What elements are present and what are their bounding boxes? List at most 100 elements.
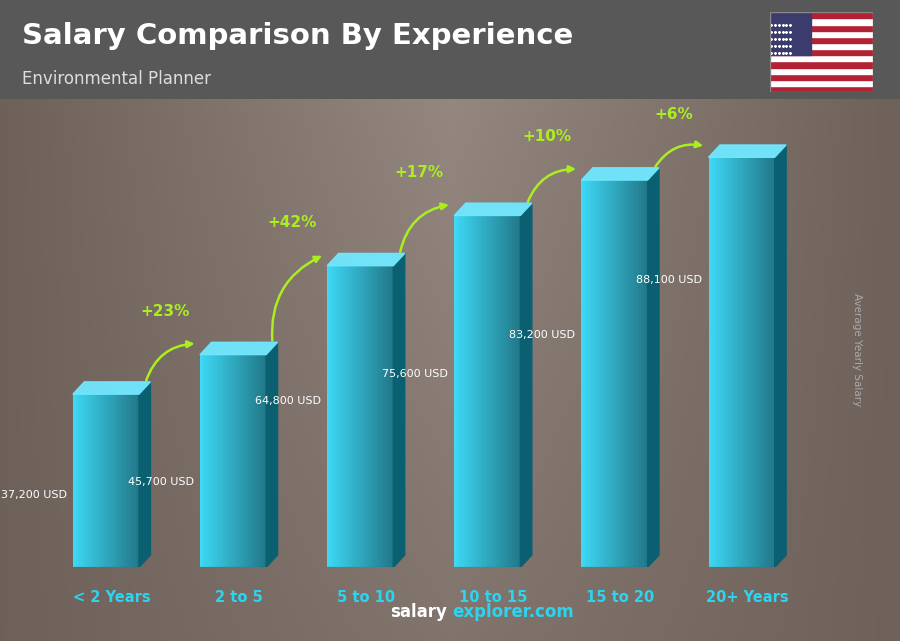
Bar [722,157,724,567]
Bar [770,37,873,43]
Bar [134,394,136,567]
Bar [456,215,458,567]
Bar [385,266,387,567]
Bar [116,394,118,567]
Bar [714,157,716,567]
Bar [611,180,613,567]
Bar [734,157,735,567]
Bar [85,394,86,567]
Bar [332,266,334,567]
Bar [255,354,256,567]
Bar [459,215,461,567]
Bar [740,157,742,567]
Bar [644,180,646,567]
Bar [757,157,759,567]
FancyArrowPatch shape [655,142,700,167]
Bar [245,354,247,567]
Bar [643,180,644,567]
Bar [122,394,124,567]
Bar [354,266,356,567]
Bar [710,157,712,567]
Bar [502,215,504,567]
Bar [104,394,106,567]
Bar [75,394,76,567]
Bar [770,55,873,62]
Bar [233,354,235,567]
Bar [518,215,519,567]
Bar [235,354,237,567]
Bar [770,62,873,68]
Bar [637,180,640,567]
Bar [504,215,506,567]
Text: 64,800 USD: 64,800 USD [255,396,320,406]
Bar [365,266,367,567]
Text: +6%: +6% [654,106,693,122]
Bar [336,266,338,567]
Bar [755,157,757,567]
Bar [770,74,873,80]
Bar [727,157,729,567]
Bar [392,266,393,567]
Bar [718,157,720,567]
Bar [629,180,631,567]
Bar [138,394,140,567]
Bar [747,157,749,567]
Bar [208,354,211,567]
Bar [356,266,357,567]
Polygon shape [648,168,659,567]
Polygon shape [200,342,277,354]
Bar [338,266,340,567]
Bar [87,394,90,567]
Bar [225,354,227,567]
Bar [99,394,101,567]
Bar [492,215,494,567]
Bar [98,394,100,567]
Polygon shape [775,145,786,567]
Bar [106,394,108,567]
Bar [230,354,231,567]
Text: explorer.com: explorer.com [453,603,574,621]
Bar [463,215,464,567]
Bar [358,266,361,567]
Bar [587,180,589,567]
Bar [132,394,134,567]
Bar [633,180,634,567]
Bar [763,157,765,567]
Bar [738,157,740,567]
Bar [636,180,638,567]
Text: 5 to 10: 5 to 10 [337,590,395,604]
Bar [367,266,369,567]
Bar [770,12,811,55]
Text: +10%: +10% [522,129,571,144]
Bar [712,157,714,567]
Bar [743,157,745,567]
Bar [514,215,516,567]
Bar [221,354,223,567]
Bar [506,215,508,567]
Bar [77,394,80,567]
Bar [390,266,392,567]
Bar [588,180,590,567]
Bar [203,354,205,567]
FancyArrowPatch shape [272,257,320,341]
Text: Salary Comparison By Experience: Salary Comparison By Experience [22,22,574,50]
Bar [86,394,88,567]
Bar [205,354,207,567]
Bar [745,157,747,567]
Polygon shape [73,382,150,394]
Bar [103,394,104,567]
Bar [248,354,250,567]
Bar [258,354,260,567]
Bar [593,180,595,567]
Bar [228,354,230,567]
Text: 10 to 15: 10 to 15 [459,590,527,604]
Bar [360,266,362,567]
Bar [128,394,130,567]
Bar [119,394,122,567]
Text: 45,700 USD: 45,700 USD [128,477,194,487]
Bar [467,215,470,567]
Bar [607,180,608,567]
Bar [374,266,375,567]
Bar [627,180,630,567]
Bar [380,266,382,567]
